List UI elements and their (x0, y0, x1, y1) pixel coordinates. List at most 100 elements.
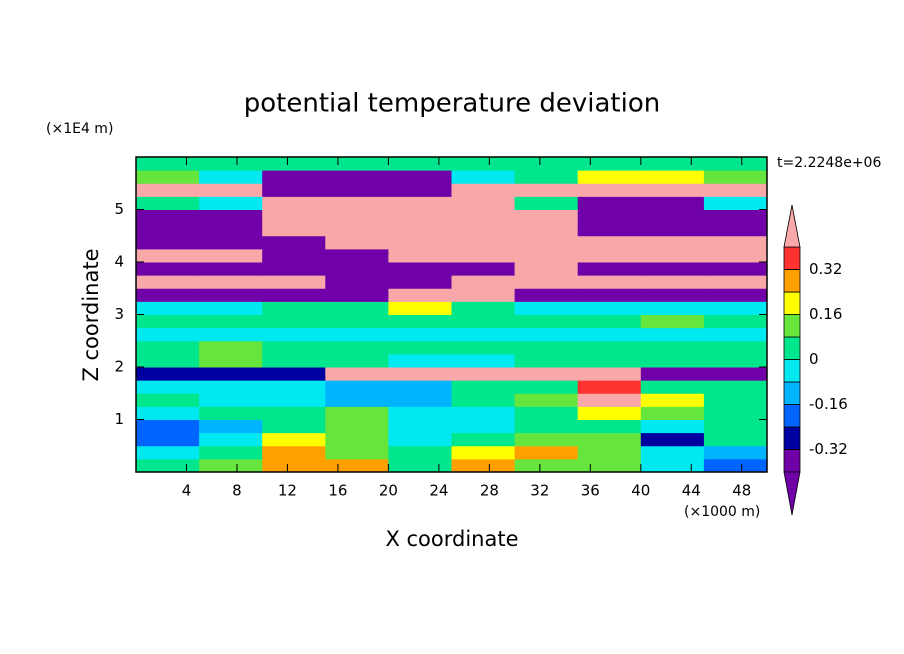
contour-cell (325, 353, 389, 368)
contour-cell (262, 288, 326, 302)
contour-cell (325, 288, 389, 302)
contour-cell (514, 157, 579, 171)
contour-cell (262, 262, 326, 276)
contour-cell (388, 222, 452, 237)
contour-cell (640, 327, 705, 342)
contour-cell (703, 380, 768, 394)
contour-cell (640, 262, 705, 276)
contour-cell (640, 275, 705, 289)
x-tick-label: 20 (379, 482, 398, 500)
contour-cell (136, 340, 200, 355)
contour-cell (514, 196, 579, 210)
contour-cell (640, 445, 705, 460)
contour-cell (325, 327, 389, 342)
contour-cell (325, 432, 389, 447)
contour-cell (577, 445, 642, 460)
contour-cell (388, 248, 452, 263)
contour-cell (262, 170, 326, 184)
contour-cell (640, 170, 705, 184)
contour-cell (703, 340, 768, 355)
contour-cell (136, 458, 200, 473)
contour-cell (451, 288, 516, 302)
contour-cell (577, 314, 642, 329)
contour-cell (514, 393, 579, 407)
colorbar-extend-high (783, 204, 801, 248)
contour-cell (640, 196, 705, 210)
contour-cell (136, 235, 200, 250)
contour-cell (262, 314, 326, 329)
contour-cell (514, 170, 579, 184)
x-tick-label: 32 (530, 482, 549, 500)
contour-cell (136, 353, 200, 368)
contour-cell (388, 432, 452, 447)
contour-cell (703, 248, 768, 263)
contour-cell (451, 196, 516, 210)
x-tick-label: 4 (182, 482, 192, 500)
chart-title: potential temperature deviation (244, 89, 660, 119)
contour-cell (325, 419, 389, 434)
contour-cell (451, 419, 516, 434)
colorbar-label: 0 (809, 350, 819, 368)
contour-cell (640, 183, 705, 197)
contour-cell (577, 275, 642, 289)
x-axis-title: X coordinate (385, 527, 518, 551)
contour-cell (577, 262, 642, 276)
colorbar-label: -0.32 (809, 440, 848, 458)
colorbar-box (783, 336, 801, 360)
contour-cell (199, 222, 263, 237)
contour-cell (136, 157, 200, 171)
contour-cell (640, 380, 705, 394)
contour-cell (577, 288, 642, 302)
contour-cell (703, 419, 768, 434)
contour-cell (514, 445, 579, 460)
contour-cell (388, 327, 452, 342)
contour-cell (514, 301, 579, 315)
contour-cell (514, 235, 579, 250)
contour-cell (577, 222, 642, 237)
contour-cell (388, 393, 452, 407)
contour-cell (262, 301, 326, 315)
contour-cell (388, 314, 452, 329)
colorbar-label: -0.16 (809, 395, 848, 413)
contour-cell (388, 262, 452, 276)
contour-cell (703, 288, 768, 302)
colorbar-box (783, 246, 801, 270)
contour-cell (136, 393, 200, 407)
contour-cell (640, 157, 705, 171)
contour-cell (514, 367, 579, 381)
x-tick-label: 48 (732, 482, 751, 500)
contour-cell (199, 432, 263, 447)
contour-cell (640, 288, 705, 302)
contour-cell (451, 262, 516, 276)
colorbar-box (783, 404, 801, 428)
contour-cell (136, 275, 200, 289)
contour-cell (577, 170, 642, 184)
contour-cell (451, 340, 516, 355)
contour-cell (199, 262, 263, 276)
x-tick-label: 28 (480, 482, 499, 500)
contour-cell (262, 248, 326, 263)
contour-cell (451, 367, 516, 381)
contour-cell (199, 183, 263, 197)
contour-cell (577, 196, 642, 210)
contour-cell (451, 222, 516, 237)
contour-cell (514, 353, 579, 368)
y-unit: (×1E4 m) (46, 121, 113, 137)
contour-cell (640, 367, 705, 381)
contour-cell (451, 353, 516, 368)
contour-cell (325, 262, 389, 276)
contour-cell (388, 275, 452, 289)
contour-cell (640, 248, 705, 263)
colorbar-label: 0.32 (809, 260, 842, 278)
colorbar-box (783, 269, 801, 293)
contour-cell (451, 406, 516, 420)
contour-cell (136, 196, 200, 210)
contour-cell (136, 183, 200, 197)
contour-cell (199, 445, 263, 460)
x-tick-label: 44 (682, 482, 701, 500)
contour-cell (325, 235, 389, 250)
contour-cell (514, 314, 579, 329)
y-axis-title: Z coordinate (79, 248, 103, 381)
contour-cell (136, 301, 200, 315)
contour-cell (577, 458, 642, 473)
